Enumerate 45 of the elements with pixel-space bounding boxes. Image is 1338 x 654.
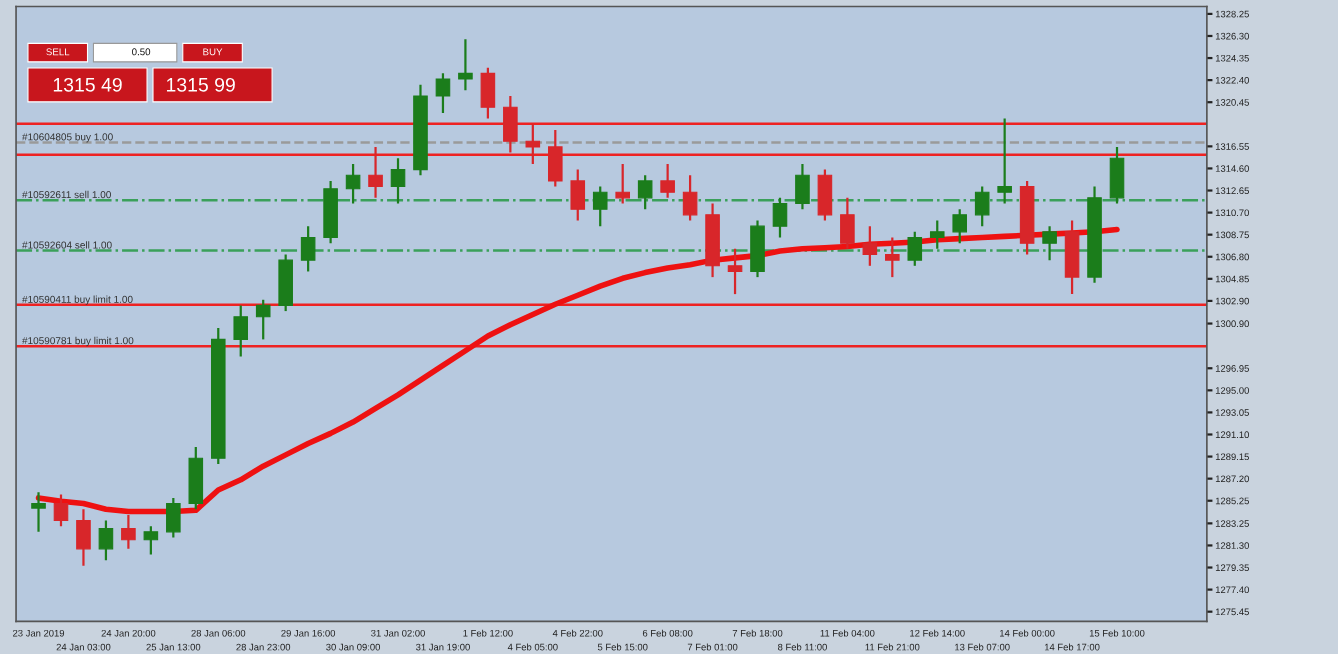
candlestick	[795, 162, 810, 211]
candlestick	[1064, 219, 1080, 296]
candlestick	[31, 491, 46, 533]
candlestick	[278, 253, 293, 313]
candlestick	[907, 230, 923, 267]
candlestick	[480, 66, 496, 120]
annotation: 1315 99	[166, 77, 235, 92]
candlestick	[772, 196, 788, 239]
candlestick	[929, 219, 945, 250]
candlestick	[862, 225, 878, 267]
candlestick	[1042, 225, 1057, 262]
candlestick	[525, 123, 541, 166]
candlestick	[143, 525, 159, 556]
candlestick	[368, 145, 383, 199]
candlestick	[53, 493, 69, 528]
annotation: 1315 49	[53, 77, 122, 92]
candlestick	[300, 225, 316, 273]
candlestick	[76, 508, 91, 567]
candlestick	[637, 174, 653, 211]
candlestick	[840, 196, 855, 250]
candlestick	[188, 445, 204, 511]
candlestick	[1109, 145, 1125, 205]
candlestick	[458, 38, 473, 92]
candlestick	[750, 219, 765, 279]
candlestick	[570, 168, 586, 222]
candlestick	[390, 157, 406, 205]
candlestick	[166, 496, 181, 539]
candlestick	[615, 162, 630, 205]
candlestick	[98, 519, 114, 562]
candlestick	[547, 128, 563, 188]
candlestick	[660, 162, 675, 199]
candlestick	[817, 168, 833, 222]
candlestick	[233, 304, 249, 358]
candlestick	[345, 162, 361, 205]
candlestick	[974, 185, 990, 228]
candlestick	[255, 298, 271, 341]
candlestick	[885, 236, 900, 279]
candlestick	[952, 208, 968, 245]
candlestick	[682, 174, 698, 222]
candlestick	[435, 72, 451, 115]
candlestick	[592, 185, 608, 228]
candlestick	[121, 513, 136, 550]
candlestick	[727, 247, 743, 296]
candlestick	[503, 94, 518, 154]
candlestick	[997, 117, 1012, 205]
